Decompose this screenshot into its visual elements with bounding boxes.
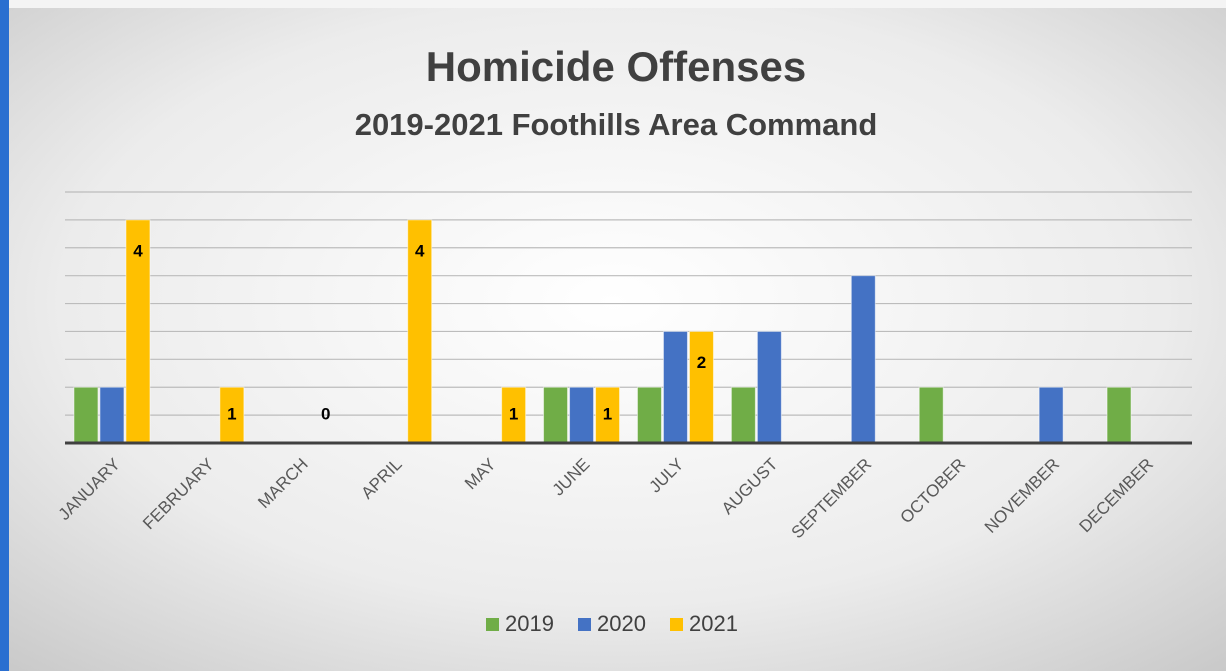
legend-label: 2021 — [689, 611, 738, 636]
data-label: 0 — [321, 404, 330, 423]
bar — [662, 330, 688, 444]
data-label: 4 — [415, 241, 425, 260]
legend-label: 2019 — [505, 611, 554, 636]
legend-swatch — [670, 618, 683, 631]
legend-swatch — [578, 618, 591, 631]
data-label: 2 — [697, 353, 706, 372]
bar — [125, 219, 151, 444]
sheet-border — [0, 0, 9, 671]
bar — [850, 275, 876, 444]
data-label: 1 — [509, 404, 518, 423]
bar — [730, 386, 756, 444]
bar — [543, 386, 569, 444]
bar — [636, 386, 662, 444]
legend-label: 2020 — [597, 611, 646, 636]
bar — [73, 386, 99, 444]
bar — [501, 386, 527, 444]
bar — [569, 386, 595, 444]
legend-swatch — [486, 618, 499, 631]
bar — [756, 330, 782, 444]
chart-subtitle: 2019-2021 Foothills Area Command — [355, 107, 878, 142]
data-label: 4 — [133, 241, 143, 260]
bar — [99, 386, 125, 444]
bar — [1106, 386, 1132, 444]
sheet-header — [0, 0, 1226, 8]
data-label: 1 — [227, 404, 236, 423]
bar — [918, 386, 944, 444]
bar — [595, 386, 621, 444]
bar — [1038, 386, 1064, 444]
bar — [688, 330, 714, 444]
chart-title: Homicide Offenses — [426, 43, 806, 90]
bar — [219, 386, 245, 444]
data-label: 1 — [603, 404, 612, 423]
